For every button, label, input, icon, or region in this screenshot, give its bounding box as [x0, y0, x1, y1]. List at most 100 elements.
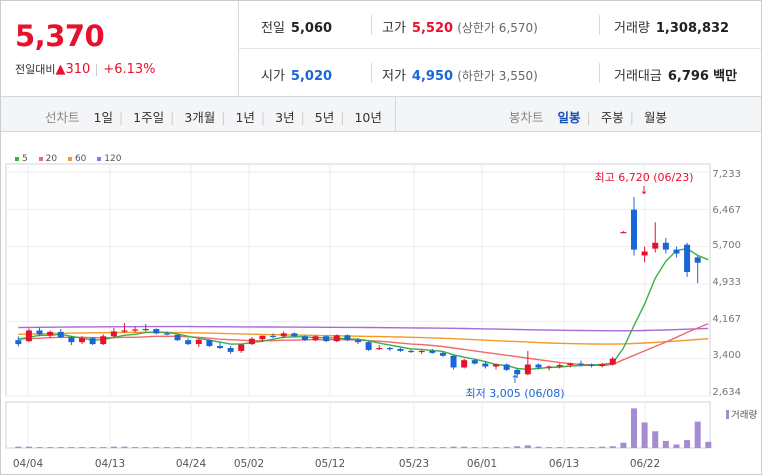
period-1w[interactable]: 1주일	[133, 110, 165, 125]
volume-bar	[652, 431, 659, 448]
volume-bar	[609, 446, 616, 448]
volume-bar	[577, 447, 584, 448]
candle	[450, 355, 457, 368]
period-10y[interactable]: 10년	[354, 110, 382, 125]
candle	[323, 336, 330, 342]
legend-ma60: 60	[67, 154, 86, 164]
high-arrow-icon: ↓	[639, 184, 648, 197]
volume-bar	[142, 447, 149, 448]
volume-bar	[418, 447, 425, 448]
volume-bar	[280, 447, 287, 448]
candle	[163, 333, 170, 335]
current-price: 5,370	[15, 19, 105, 53]
volume-bar	[174, 447, 181, 448]
trade-amount: 거래대금 6,796 백만	[614, 69, 738, 84]
candle	[567, 363, 574, 366]
volume-bar	[89, 447, 96, 448]
moving-averages	[18, 247, 709, 371]
volume-bar	[397, 447, 404, 448]
change-value: 310	[65, 62, 91, 77]
candle	[15, 340, 22, 345]
volume-bar	[132, 447, 139, 448]
volume-bar	[599, 446, 606, 448]
volume-bar	[503, 447, 510, 448]
volume-bar	[694, 421, 701, 448]
candle	[397, 348, 404, 351]
volume-bar	[620, 442, 627, 448]
candles	[15, 196, 701, 378]
volume-bar	[461, 446, 468, 448]
chart-legend: 5 20 60 120	[15, 154, 129, 164]
quote-row-1: 전일 5,060 고가 5,520 (상한가 6,570) 거래량 1,308,832	[239, 1, 761, 49]
volume-bar	[535, 446, 542, 448]
x-tick-label: 04/04	[13, 458, 44, 470]
volume-bar	[195, 447, 202, 448]
candle	[174, 334, 181, 341]
ma60-line	[18, 331, 709, 345]
volume-bar	[429, 447, 436, 448]
candle	[556, 365, 563, 367]
period-bar: 선차트 1일 | 1주일 | 3개월 | 1년 | 3년 | 5년 | 10년 봉차트 일봉…	[1, 97, 761, 132]
y-axis-ticks: 7,233 6,467 5,700 4,933 4,167 3,400 2,63…	[712, 169, 741, 398]
volume-bar	[641, 422, 648, 448]
legend-ma20: 20	[38, 154, 57, 164]
x-tick-label: 05/23	[399, 458, 429, 470]
volume-bar	[248, 447, 255, 448]
volume-border	[5, 401, 711, 449]
quote-row-2: 시가 5,020 저가 4,950 (하한가 3,550) 거래대금 6,796 백만	[239, 49, 761, 96]
candle-monthly[interactable]: 월봉	[643, 110, 667, 125]
candle	[25, 330, 32, 342]
x-tick-label: 05/02	[234, 458, 264, 470]
candle-chart-label: 봉차트	[509, 110, 544, 125]
candle-weekly[interactable]: 주봉	[600, 110, 624, 125]
volume-bar	[323, 447, 330, 448]
volume-bar	[493, 447, 499, 448]
divider	[599, 15, 600, 35]
period-1d[interactable]: 1일	[93, 110, 113, 125]
volume-bar	[376, 447, 383, 448]
candle	[386, 347, 393, 350]
high-price: 고가 5,520 (상한가 6,570)	[382, 21, 538, 36]
volume-bar	[312, 447, 319, 448]
candle	[588, 364, 595, 366]
volume-bar	[25, 446, 32, 448]
candle	[195, 339, 202, 345]
volume-bar	[206, 447, 213, 448]
candle	[227, 347, 234, 352]
period-5y[interactable]: 5년	[314, 110, 335, 125]
candle	[546, 366, 553, 368]
quote-panel: 5,370 전일대비▲310 +6.13% 전일 5,060 고가 5,520 (상한…	[1, 1, 761, 97]
candle	[535, 364, 542, 368]
y-tick-label: 7,233	[712, 169, 741, 180]
volume-bar	[333, 447, 340, 448]
high-annotation: 최고 6,720 (06/23)	[594, 171, 693, 184]
volume-bar	[355, 447, 361, 448]
volume-bar	[185, 447, 192, 448]
y-tick-label: 6,467	[712, 205, 741, 216]
divider	[395, 97, 396, 131]
candle	[121, 330, 128, 332]
x-tick-label: 05/12	[315, 458, 345, 470]
candle	[238, 344, 245, 351]
volume-bar	[79, 447, 85, 448]
volume-bar	[705, 441, 712, 448]
volume-bar	[567, 447, 574, 448]
low-arrow-icon: ↑	[510, 373, 519, 386]
candle	[418, 350, 425, 353]
y-tick-label: 3,400	[712, 350, 741, 361]
line-chart-group: 선차트 1일 | 1주일 | 3개월 | 1년 | 3년 | 5년 | 10년	[45, 110, 382, 125]
period-3y[interactable]: 3년	[275, 110, 295, 125]
candle-daily[interactable]: 일봉	[557, 110, 581, 125]
period-1y[interactable]: 1년	[235, 110, 255, 125]
candle	[217, 346, 223, 348]
annotations: 최고 6,720 (06/23) ↓ ↑ 최저 3,005 (06/08) 거래…	[465, 171, 757, 421]
divider	[371, 63, 372, 83]
volume-bar	[524, 445, 531, 448]
x-tick-label: 06/22	[630, 458, 660, 470]
candle	[620, 232, 627, 234]
period-3m[interactable]: 3개월	[184, 110, 216, 125]
candle	[280, 333, 287, 337]
volume-bar	[662, 440, 669, 448]
candle	[609, 358, 616, 365]
